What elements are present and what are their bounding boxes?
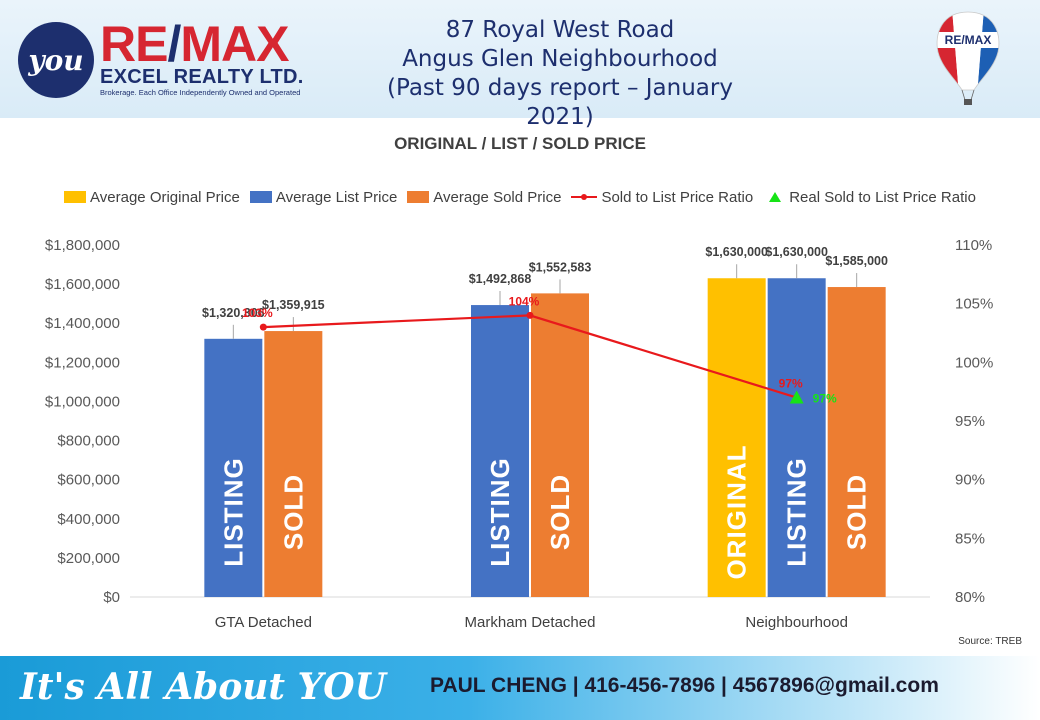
y-left-tick-label: $800,000	[57, 433, 120, 450]
footer-contact: PAUL CHENG | 416-456-7896 | 4567896@gmai…	[430, 674, 939, 697]
you-logo: you	[18, 22, 94, 98]
x-category-label: Neighbourhood	[745, 614, 848, 631]
bar-data-label: $1,359,915	[262, 298, 325, 312]
legend-line-ratio	[571, 191, 598, 203]
title-neighbourhood: Angus Glen Neighbourhood	[402, 46, 718, 72]
legend-item-ratio: Sold to List Price Ratio	[571, 189, 753, 206]
legend-label-sold: Average Sold Price	[433, 188, 562, 206]
bar-word-label: LISTING	[782, 457, 812, 567]
remax-wordmark: RE/MAX	[100, 19, 289, 69]
y-left-tick-label: $1,600,000	[45, 276, 120, 293]
real-ratio-marker	[789, 390, 804, 404]
bar-average-sold-price	[264, 331, 323, 597]
bar-word-label: SOLD	[278, 474, 308, 550]
title-address: 87 Royal West Road	[445, 17, 675, 43]
legend-item-original: Average Original Price	[64, 189, 240, 206]
y-left-tick-label: $1,200,000	[45, 354, 120, 371]
bar-word-label: LISTING	[485, 457, 515, 567]
legend-label-list: Average List Price	[275, 188, 398, 206]
title-period: (Past 90 days report – January 2021)	[387, 75, 733, 130]
report-title: 87 Royal West Road Angus Glen Neighbourh…	[360, 16, 760, 132]
bar-word-label: SOLD	[545, 474, 575, 550]
y-left-tick-label: $400,000	[57, 511, 120, 528]
you-logo-text: you	[28, 43, 84, 77]
y-left-tick-label: $0	[103, 589, 120, 606]
y-right-tick-label: 105%	[955, 296, 993, 313]
bar-word-label: ORIGINAL	[722, 444, 752, 579]
y-right-tick-label: 110%	[955, 237, 992, 254]
bar-data-label: $1,630,000	[765, 245, 828, 259]
legend-triangle-real-ratio	[769, 192, 782, 202]
real-ratio-data-label: 97%	[813, 392, 837, 406]
bar-word-label: LISTING	[218, 457, 248, 567]
bar-average-list-price	[204, 338, 263, 597]
bar-average-sold-price	[827, 287, 886, 597]
ratio-point	[259, 323, 267, 331]
hot-air-balloon-icon: RE/MAX	[936, 11, 1000, 105]
ratio-data-label: 97%	[779, 377, 803, 391]
balloon-wordmark: RE/MAX	[945, 33, 992, 47]
legend-item-real-ratio: Real Sold to List Price Ratio	[763, 189, 976, 206]
bar-data-label: $1,552,583	[529, 260, 592, 274]
brand-slash: /	[167, 16, 181, 72]
legend-label-real-ratio: Real Sold to List Price Ratio	[789, 188, 976, 206]
footer-slogan: It's All About YOU	[20, 666, 387, 708]
legend-label-ratio: Sold to List Price Ratio	[601, 188, 754, 206]
bar-data-label: $1,320,306	[202, 306, 265, 320]
bar-average-list-price	[471, 305, 529, 597]
brand-re: RE	[100, 16, 168, 72]
ratio-data-label: 103%	[242, 306, 273, 320]
y-right-tick-label: 85%	[955, 530, 985, 547]
footer-banner: It's All About YOU PAUL CHENG | 416-456-…	[0, 656, 1040, 720]
bar-average-sold-price	[531, 293, 589, 597]
y-right-tick-label: 90%	[955, 472, 985, 489]
legend-swatch-list	[249, 191, 272, 203]
chart-legend: Average Original Price Average List Pric…	[0, 186, 1040, 208]
legend-item-sold: Average Sold Price	[407, 189, 561, 206]
header-banner: you RE/MAX EXCEL REALTY LTD. Brokerage. …	[0, 0, 1040, 130]
legend-label-original: Average Original Price	[90, 188, 240, 206]
legend-item-list: Average List Price	[249, 188, 398, 206]
y-left-tick-label: $1,800,000	[45, 237, 120, 254]
legend-swatch-sold	[407, 191, 430, 203]
bar-average-original-price	[707, 278, 766, 597]
y-left-tick-label: $1,400,000	[45, 315, 120, 332]
y-left-tick-label: $200,000	[57, 550, 120, 567]
legend-swatch-original	[64, 191, 87, 203]
bar-word-label: SOLD	[842, 474, 872, 550]
bar-data-label: $1,630,000	[705, 245, 768, 259]
x-category-label: GTA Detached	[215, 614, 312, 631]
bar-average-list-price	[767, 278, 826, 597]
brand-subtitle: EXCEL REALTY LTD.	[100, 66, 304, 88]
ratio-data-label: 104%	[509, 294, 540, 308]
source-note: Source: TREB	[958, 636, 1022, 647]
bar-data-label: $1,492,868	[469, 272, 532, 286]
y-left-tick-label: $1,000,000	[45, 393, 120, 410]
y-right-tick-label: 95%	[955, 413, 985, 430]
x-category-label: Markham Detached	[465, 614, 596, 631]
bar-data-label: $1,585,000	[825, 254, 888, 268]
ratio-point	[526, 311, 534, 319]
y-right-tick-label: 80%	[955, 589, 985, 606]
y-left-tick-label: $600,000	[57, 472, 120, 489]
brand-tagline: Brokerage. Each Office Independently Own…	[100, 88, 301, 97]
chart-title: ORIGINAL / LIST / SOLD PRICE	[394, 134, 646, 153]
brand-max: MAX	[180, 16, 289, 72]
y-right-tick-label: 100%	[955, 354, 993, 371]
